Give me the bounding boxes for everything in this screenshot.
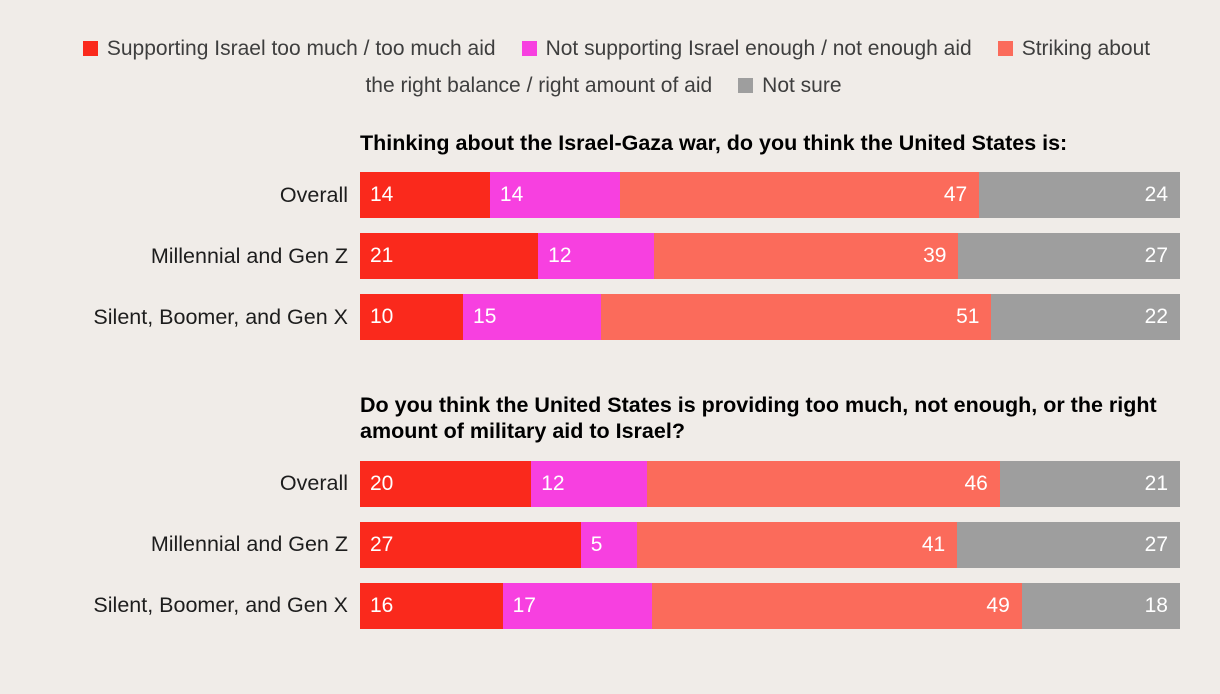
legend-label: Supporting Israel too much / too much ai… [106, 37, 496, 60]
bar-value-label: 46 [964, 471, 988, 495]
bar-segment: 24 [979, 172, 1181, 219]
bar-value-label: 49 [986, 593, 1010, 617]
bar-segment: 12 [538, 233, 655, 280]
chart-military-aid: Do you think the United States is provid… [0, 392, 1220, 629]
legend-swatch-icon [82, 41, 98, 56]
legend-item: Not sure [738, 74, 842, 97]
bar-segment: 39 [654, 233, 959, 280]
bar-value-label: 47 [943, 183, 968, 207]
bar-segment: 27 [957, 521, 1180, 568]
chart-rows: Overall 20 12 46 21 Millennial and Gen Z 27 5 41… [0, 460, 1220, 629]
chart-row: Millennial and Gen Z 21 12 39 27 [0, 233, 1220, 280]
bar-segment: 18 [1021, 582, 1180, 629]
chart-title: Thinking about the Israel-Gaza war, do y… [360, 131, 1068, 155]
legend-swatch-icon [997, 41, 1013, 56]
bar-value-label: 22 [1144, 305, 1169, 329]
bar-segment: 17 [502, 582, 652, 629]
bar-value-label: 12 [548, 244, 572, 268]
bar-value-label: 12 [541, 471, 565, 495]
bar-segment: 51 [600, 294, 992, 341]
stacked-bar: 21 12 39 27 [360, 233, 1180, 280]
bar-value-label: 17 [512, 593, 536, 617]
bar-segment: 15 [463, 294, 601, 341]
stacked-bar: 20 12 46 21 [360, 460, 1180, 507]
bar-segment: 49 [651, 582, 1022, 629]
bar-value-label: 27 [1144, 532, 1168, 556]
bar-segment: 14 [360, 172, 490, 219]
bar-value-label: 20 [370, 471, 394, 495]
bar-value-label: 41 [921, 532, 946, 556]
row-category-label: Silent, Boomer, and Gen X [93, 304, 348, 329]
bar-value-label: 21 [1144, 471, 1168, 495]
chart-row: Silent, Boomer, and Gen X 16 17 49 18 [0, 582, 1220, 629]
legend-swatch-icon [738, 78, 754, 93]
bar-segment: 12 [531, 460, 648, 507]
legend-label: Striking about the right balance / right… [365, 37, 1151, 97]
bar-value-label: 10 [370, 305, 394, 329]
bar-segment: 27 [360, 521, 581, 568]
legend-item: Not supporting Israel enough / not enoug… [521, 37, 972, 60]
row-category-label: Millennial and Gen Z [150, 243, 348, 268]
bar-value-label: 27 [370, 532, 394, 556]
row-category-label: Millennial and Gen Z [150, 532, 348, 557]
bar-segment: 27 [958, 233, 1180, 280]
stacked-bar: 16 17 49 18 [360, 582, 1180, 629]
chart-rows: Overall 14 14 47 24 Millennial and Gen Z 21 12 3… [0, 172, 1220, 341]
bar-value-label: 14 [370, 183, 394, 207]
legend-item: Supporting Israel too much / too much ai… [82, 37, 496, 60]
legend-label: Not sure [762, 74, 842, 97]
bar-value-label: 27 [1144, 244, 1168, 268]
bar-segment: 21 [999, 460, 1180, 507]
bar-value-label: 16 [370, 593, 394, 617]
stacked-bar: 10 15 51 22 [360, 294, 1181, 341]
bar-value-label: 5 [590, 532, 603, 556]
chart-row: Millennial and Gen Z 27 5 41 27 [0, 521, 1220, 568]
bar-segment: 16 [360, 582, 503, 629]
chart-row: Overall 14 14 47 24 [0, 172, 1220, 219]
chart-israel-gaza-war: Thinking about the Israel-Gaza war, do y… [0, 130, 1220, 341]
bar-value-label: 18 [1144, 593, 1168, 617]
stacked-bar: 27 5 41 27 [360, 521, 1180, 568]
chart-title: Do you think the United States is provid… [360, 393, 1157, 444]
bar-segment: 10 [360, 294, 464, 341]
bar-segment: 5 [580, 521, 638, 568]
bar-value-label: 39 [923, 244, 947, 268]
bar-segment: 20 [360, 460, 532, 507]
row-category-label: Silent, Boomer, and Gen X [93, 593, 348, 618]
bar-value-label: 21 [370, 244, 394, 268]
bar-segment: 21 [360, 233, 539, 280]
legend-item: Striking about the right balance / right… [365, 37, 1150, 97]
row-category-label: Overall [279, 471, 348, 496]
legend-swatch-icon [521, 41, 537, 56]
legend-label: Not supporting Israel enough / not enoug… [545, 37, 972, 60]
bar-segment: 46 [647, 460, 1000, 507]
chart-legend: Supporting Israel too much / too much ai… [58, 0, 1163, 104]
stacked-bar: 14 14 47 24 [360, 172, 1181, 219]
bar-segment: 41 [637, 521, 958, 568]
bar-segment: 14 [489, 172, 620, 219]
bar-value-label: 51 [956, 305, 980, 329]
row-category-label: Overall [279, 182, 348, 207]
bar-segment: 22 [991, 294, 1181, 341]
bar-value-label: 14 [499, 183, 524, 207]
bar-segment: 47 [619, 172, 980, 219]
chart-row: Silent, Boomer, and Gen X 10 15 51 22 [0, 294, 1220, 341]
chart-row: Overall 20 12 46 21 [0, 460, 1220, 507]
bar-value-label: 24 [1144, 183, 1169, 207]
bar-value-label: 15 [473, 305, 497, 329]
